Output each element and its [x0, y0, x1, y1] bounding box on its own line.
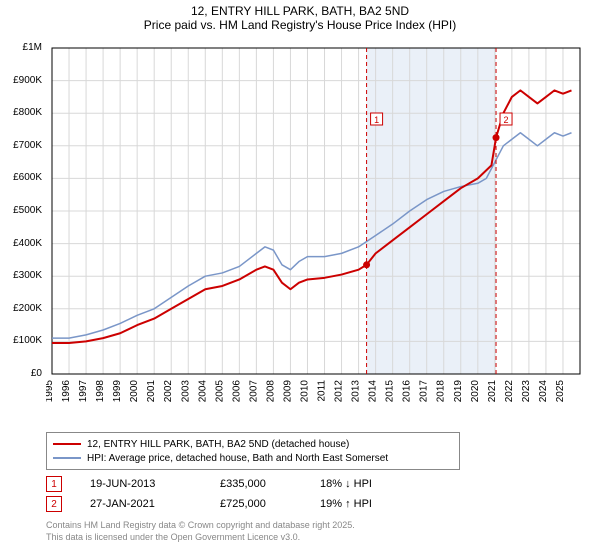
y-tick-label: £500K [2, 205, 42, 216]
price-chart: 1995 1996 1997 1998 1999 2000 2001 2002 2003 2004… [46, 42, 586, 402]
y-tick-label: £100K [2, 335, 42, 346]
svg-text:2008: 2008 [265, 380, 276, 402]
svg-text:1998: 1998 [95, 380, 106, 402]
svg-text:2000: 2000 [129, 380, 140, 402]
y-tick-label: £800K [2, 107, 42, 118]
marker-date: 19-JUN-2013 [90, 478, 220, 490]
svg-text:2025: 2025 [555, 380, 566, 402]
svg-text:2022: 2022 [504, 380, 515, 402]
marker-row: 1 19-JUN-2013£335,00018% ↓ HPI [46, 474, 372, 494]
chart-title-block: 12, ENTRY HILL PARK, BATH, BA2 5ND Price… [0, 0, 600, 32]
legend-swatch [53, 457, 81, 459]
svg-text:2012: 2012 [334, 380, 345, 402]
svg-text:2013: 2013 [351, 380, 362, 402]
svg-text:1996: 1996 [61, 380, 72, 402]
svg-text:2001: 2001 [146, 380, 157, 402]
y-tick-label: £400K [2, 238, 42, 249]
title-subtitle: Price paid vs. HM Land Registry's House … [0, 18, 600, 32]
svg-text:2011: 2011 [317, 380, 328, 402]
marker-row: 2 27-JAN-2021£725,00019% ↑ HPI [46, 494, 372, 514]
marker-delta: 19% ↑ HPI [320, 498, 372, 510]
y-tick-label: £200K [2, 303, 42, 314]
footer-line1: Contains HM Land Registry data © Crown c… [46, 520, 355, 532]
svg-text:2003: 2003 [180, 380, 191, 402]
legend-label: 12, ENTRY HILL PARK, BATH, BA2 5ND (deta… [87, 439, 349, 450]
svg-text:2016: 2016 [402, 380, 413, 402]
svg-text:1: 1 [374, 115, 379, 125]
marker-price: £725,000 [220, 498, 320, 510]
legend: 12, ENTRY HILL PARK, BATH, BA2 5ND (deta… [46, 432, 460, 470]
svg-text:2002: 2002 [163, 380, 174, 402]
y-tick-label: £0 [2, 368, 42, 379]
legend-item: HPI: Average price, detached house, Bath… [53, 451, 453, 465]
legend-item: 12, ENTRY HILL PARK, BATH, BA2 5ND (deta… [53, 437, 453, 451]
marker-delta: 18% ↓ HPI [320, 478, 372, 490]
footer-attribution: Contains HM Land Registry data © Crown c… [46, 520, 355, 543]
marker-badge: 2 [46, 496, 62, 512]
svg-text:2023: 2023 [521, 380, 532, 402]
y-tick-label: £600K [2, 172, 42, 183]
svg-text:1995: 1995 [46, 380, 55, 402]
marker-date: 27-JAN-2021 [90, 498, 220, 510]
footer-line2: This data is licensed under the Open Gov… [46, 532, 355, 544]
svg-text:2007: 2007 [248, 380, 259, 402]
y-tick-label: £700K [2, 140, 42, 151]
svg-text:2020: 2020 [470, 380, 481, 402]
svg-text:1997: 1997 [78, 380, 89, 402]
svg-text:1999: 1999 [112, 380, 123, 402]
marker-price: £335,000 [220, 478, 320, 490]
legend-swatch [53, 443, 81, 445]
svg-text:2010: 2010 [299, 380, 310, 402]
svg-text:2: 2 [504, 115, 509, 125]
marker-table: 1 19-JUN-2013£335,00018% ↓ HPI 2 27-JAN-202… [46, 474, 372, 514]
y-tick-label: £900K [2, 75, 42, 86]
svg-text:2009: 2009 [282, 380, 293, 402]
svg-text:2019: 2019 [453, 380, 464, 402]
svg-text:2014: 2014 [368, 380, 379, 402]
svg-text:2005: 2005 [214, 380, 225, 402]
svg-text:2004: 2004 [197, 380, 208, 402]
svg-text:2021: 2021 [487, 380, 498, 402]
svg-text:2018: 2018 [436, 380, 447, 402]
title-address: 12, ENTRY HILL PARK, BATH, BA2 5ND [0, 4, 600, 18]
svg-text:2015: 2015 [385, 380, 396, 402]
marker-badge: 1 [46, 476, 62, 492]
y-tick-label: £1M [2, 42, 42, 53]
y-tick-label: £300K [2, 270, 42, 281]
legend-label: HPI: Average price, detached house, Bath… [87, 453, 388, 464]
svg-text:2006: 2006 [231, 380, 242, 402]
svg-text:2017: 2017 [419, 380, 430, 402]
svg-text:2024: 2024 [538, 380, 549, 402]
